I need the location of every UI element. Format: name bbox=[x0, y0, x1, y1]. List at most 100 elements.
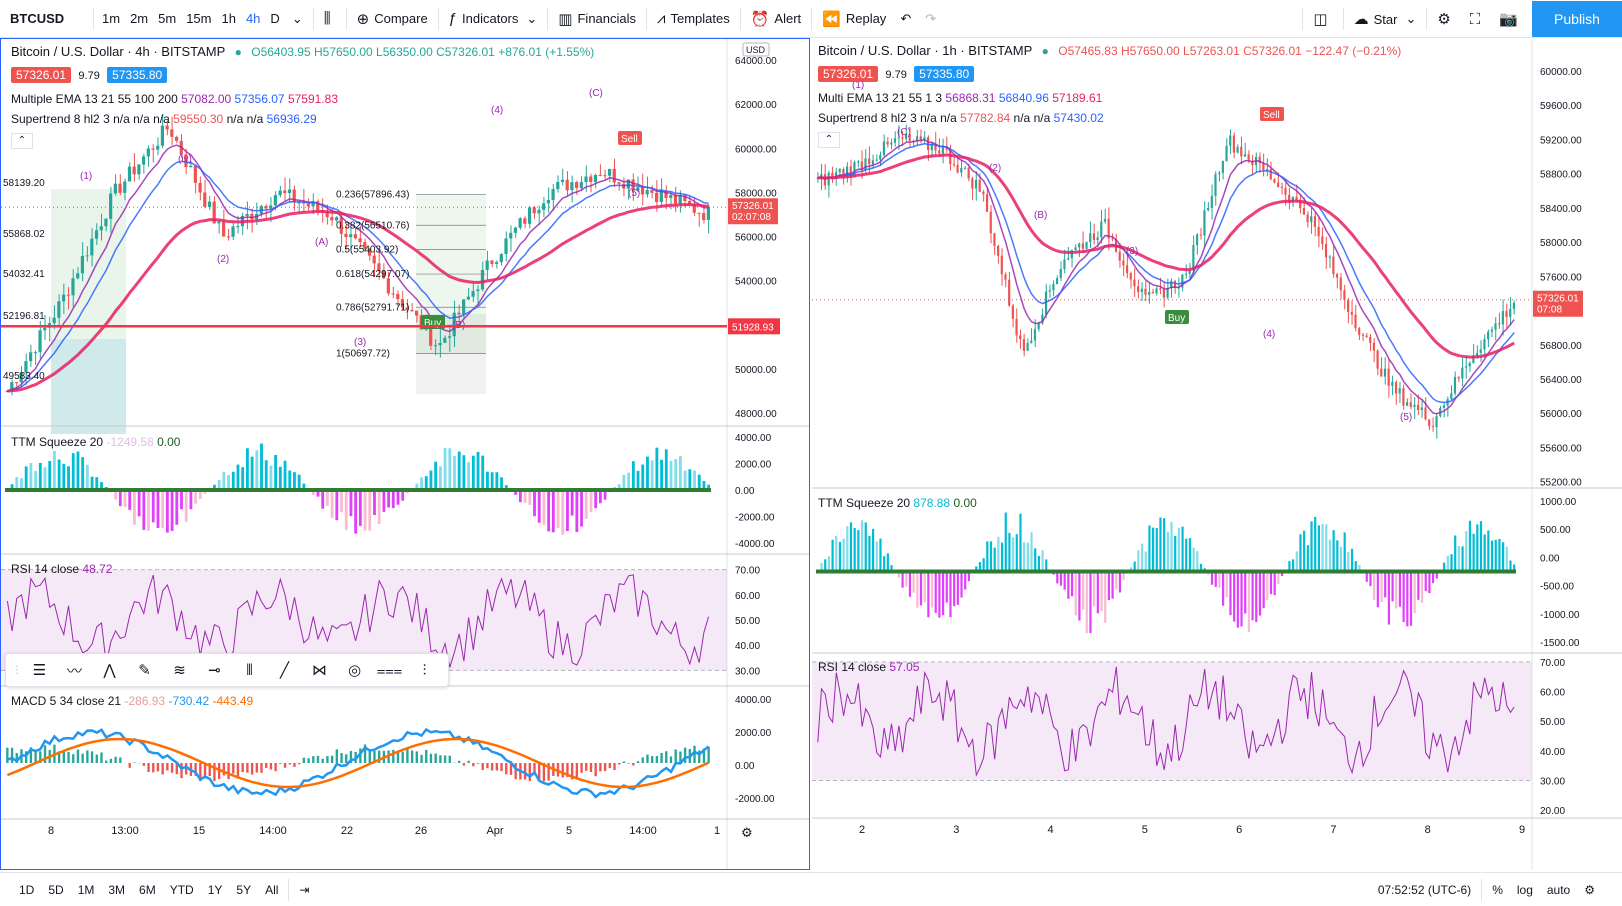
range-1M[interactable]: 1M bbox=[77, 882, 95, 897]
candle-body bbox=[1026, 343, 1029, 351]
log-scale-toggle[interactable]: log bbox=[1516, 883, 1533, 897]
right-ema-legend[interactable]: Multi EMA 13 21 55 1 3 56868.31 56840.96… bbox=[818, 91, 1102, 105]
candle-body bbox=[316, 201, 320, 210]
range-6M[interactable]: 6M bbox=[139, 882, 156, 897]
replay-button[interactable]: ⏪ Replay bbox=[815, 0, 893, 38]
right-ttm-legend[interactable]: TTM Squeeze 20 878.88 0.00 bbox=[818, 496, 977, 510]
abc-pattern-icon[interactable]: ⋀ bbox=[103, 662, 116, 679]
compare-button[interactable]: ⊕ Compare bbox=[350, 0, 435, 38]
candle-body bbox=[1067, 258, 1070, 260]
collapse-legend-button[interactable]: ⌃ bbox=[818, 132, 840, 148]
price-tick-label: 59600.00 bbox=[1540, 101, 1582, 112]
chart-title[interactable]: Bitcoin / U.S. Dollar · 1h · BITSTAMP bbox=[818, 43, 1033, 58]
range-1Y[interactable]: 1Y bbox=[207, 882, 223, 897]
collapse-legend-button[interactable]: ⌃ bbox=[11, 133, 33, 149]
timeframe-2m[interactable]: 2m bbox=[130, 11, 149, 26]
brush-icon[interactable]: ✎ bbox=[138, 662, 151, 679]
buy-price-button[interactable]: 57335.80 bbox=[107, 67, 168, 83]
wave-pattern-icon[interactable]: 〰 bbox=[66, 662, 82, 680]
timeframe-1m[interactable]: 1m bbox=[102, 11, 121, 26]
candle-body bbox=[1435, 416, 1438, 428]
divider bbox=[1342, 8, 1344, 30]
left-ttm-legend[interactable]: TTM Squeeze 20 -1249.58 0.00 bbox=[11, 435, 180, 449]
left-macd-legend[interactable]: MACD 5 34 close 21 -286.93 -730.42 -443.… bbox=[11, 694, 253, 708]
auto-scale-toggle[interactable]: auto bbox=[1546, 883, 1571, 897]
rewind-icon: ⏪ bbox=[822, 10, 841, 28]
range-5Y[interactable]: 5Y bbox=[236, 882, 252, 897]
macd-signal-line bbox=[6, 737, 710, 789]
time-tick-label: 8 bbox=[48, 825, 54, 837]
symbol-search[interactable]: BTCUSD bbox=[10, 11, 65, 26]
left-chart-pane[interactable]: 64000.00 62000.00 60000.00 58000.00 56000.00… bbox=[0, 38, 810, 870]
indicators-button[interactable]: ƒ Indicators ⌄ bbox=[442, 0, 545, 38]
settings-button[interactable]: ⚙ bbox=[1430, 0, 1462, 38]
candle-body bbox=[875, 159, 878, 161]
left-rsi-legend[interactable]: RSI 14 close 48.72 bbox=[11, 562, 112, 576]
left-chart-canvas[interactable]: 64000.00 62000.00 60000.00 58000.00 56000.00… bbox=[1, 39, 809, 869]
range-5D[interactable]: 5D bbox=[48, 882, 64, 897]
star-button[interactable]: ☁ Star ⌄ bbox=[1347, 0, 1424, 38]
candle-body bbox=[1162, 289, 1165, 298]
candle-body bbox=[1218, 172, 1221, 175]
snapshot-button[interactable]: 📷 bbox=[1492, 0, 1530, 38]
candle-body bbox=[80, 255, 85, 274]
chart-settings-button[interactable]: ⚙ bbox=[1577, 883, 1602, 897]
candle-body bbox=[952, 164, 955, 166]
pitchfork-icon[interactable]: ⫶ bbox=[422, 661, 427, 679]
fib-level-label: 1(50697.72) bbox=[336, 348, 390, 359]
timeframe-1h[interactable]: 1h bbox=[221, 11, 236, 26]
right-supertrend-legend[interactable]: Supertrend 8 hl2 3 n/a n/a 57782.84 n/a … bbox=[818, 111, 1104, 125]
horizontal-ray-icon[interactable]: ⊸ bbox=[208, 662, 221, 679]
timeframe-4h[interactable]: 4h bbox=[245, 11, 261, 26]
elliott-wave-icon[interactable]: ⋈ bbox=[312, 662, 327, 679]
goto-date-button[interactable]: ⇥ bbox=[292, 883, 316, 897]
candle-body bbox=[76, 273, 80, 279]
clock-display[interactable]: 07:52:52 (UTC-6) bbox=[1377, 883, 1472, 897]
templates-button[interactable]: ⩘ Templates bbox=[650, 0, 737, 38]
compare-label: Compare bbox=[374, 11, 428, 26]
layout-button[interactable]: ◫ bbox=[1306, 0, 1339, 38]
range-YTD[interactable]: YTD bbox=[169, 882, 194, 897]
chart-type-button[interactable]: ⫼ bbox=[317, 0, 343, 38]
candle-body bbox=[141, 156, 146, 165]
candle-body bbox=[471, 291, 475, 297]
parallel-lines-icon[interactable]: ☰ bbox=[32, 662, 47, 679]
sell-price-button[interactable]: 57326.01 bbox=[11, 67, 72, 83]
candle-body bbox=[1350, 311, 1353, 315]
right-rsi-legend[interactable]: RSI 14 close 57.05 bbox=[818, 660, 919, 674]
candle-body bbox=[1048, 290, 1051, 292]
right-chart-canvas[interactable]: 60000.00 59600.00 59200.00 58800.00 58400.00… bbox=[812, 38, 1622, 870]
financials-button[interactable]: ▥ Financials bbox=[551, 0, 643, 38]
rsi-label: RSI 14 close bbox=[11, 562, 80, 576]
fib-retracement-icon[interactable]: ≋ bbox=[173, 662, 186, 679]
publish-button[interactable]: Publish bbox=[1532, 1, 1622, 37]
undo-button[interactable]: ↶ bbox=[893, 0, 918, 38]
right-chart-pane[interactable]: 60000.00 59600.00 59200.00 58800.00 58400.00… bbox=[812, 38, 1622, 870]
fib-timezone-icon[interactable]: ⫴ bbox=[246, 661, 253, 679]
fullscreen-button[interactable]: ⛶ bbox=[1463, 0, 1493, 38]
drag-handle-icon[interactable]: ⋮ bbox=[12, 664, 22, 676]
redo-button[interactable]: ↷ bbox=[918, 0, 943, 38]
candle-body bbox=[1063, 259, 1066, 270]
candle-body bbox=[245, 213, 249, 216]
trend-line-icon[interactable]: ╱ bbox=[279, 662, 290, 679]
range-3M[interactable]: 3M bbox=[108, 882, 126, 897]
sell-price-button[interactable]: 57326.01 bbox=[818, 66, 879, 82]
timeframe-dropdown-icon[interactable]: ⌄ bbox=[291, 10, 303, 26]
range-1D[interactable]: 1D bbox=[19, 882, 35, 897]
fib-spiral-icon[interactable]: ◎ bbox=[347, 662, 362, 679]
timeframe-5m[interactable]: 5m bbox=[158, 11, 177, 26]
candle-body bbox=[1313, 216, 1317, 227]
left-supertrend-legend[interactable]: Supertrend 8 hl2 3 n/a n/a n/a 59550.30 … bbox=[11, 112, 317, 126]
left-ema-legend[interactable]: Multiple EMA 13 21 55 100 200 57082.00 5… bbox=[11, 92, 338, 106]
percent-scale-toggle[interactable]: % bbox=[1492, 883, 1503, 897]
timeframe-D[interactable]: D bbox=[270, 11, 280, 26]
candle-body bbox=[1240, 146, 1243, 157]
range-All[interactable]: All bbox=[265, 882, 279, 897]
chart-title[interactable]: Bitcoin / U.S. Dollar · 4h · BITSTAMP bbox=[11, 44, 226, 59]
buy-price-button[interactable]: 57335.80 bbox=[914, 66, 975, 82]
candle-body bbox=[1229, 135, 1232, 146]
alert-button[interactable]: ⏰ Alert bbox=[744, 0, 808, 38]
fib-channel-icon[interactable]: ⩶ bbox=[376, 661, 403, 679]
timeframe-15m[interactable]: 15m bbox=[186, 11, 212, 26]
